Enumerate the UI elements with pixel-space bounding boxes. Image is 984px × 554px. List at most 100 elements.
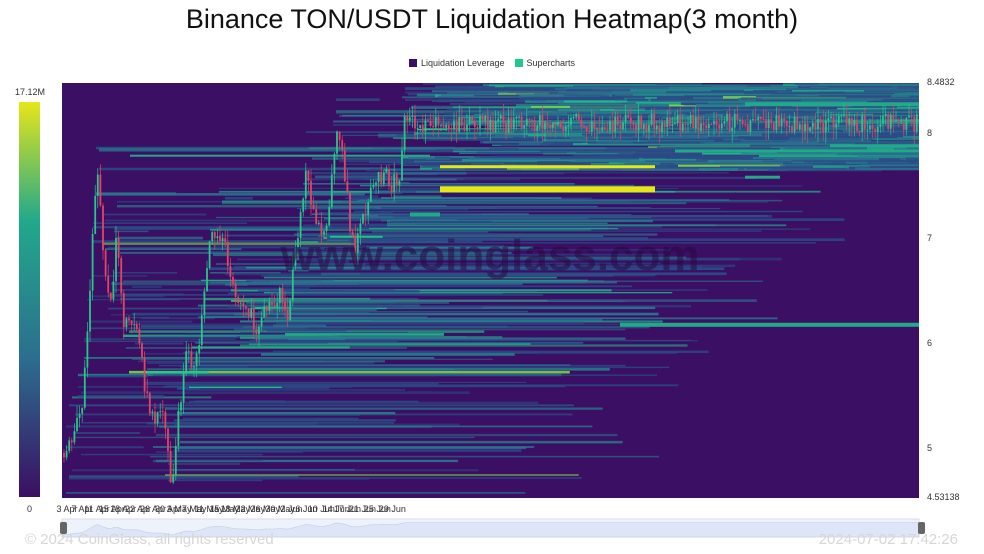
liquidation-band xyxy=(558,102,678,105)
liquidation-band xyxy=(357,250,461,252)
candle-up xyxy=(536,125,539,131)
x-tick-label: 26 Apr xyxy=(140,504,167,514)
liquidation-band xyxy=(483,141,544,144)
liquidation-band xyxy=(135,342,184,345)
candle-up xyxy=(73,431,76,443)
candle-down xyxy=(562,126,565,131)
liquidation-band xyxy=(387,224,787,227)
liquidation-band-high xyxy=(440,165,655,169)
x-tick-label: 15 Apr xyxy=(98,504,125,514)
candle-down xyxy=(265,306,268,311)
liquidation-band xyxy=(537,163,626,166)
liquidation-band xyxy=(846,161,868,164)
liquidation-band xyxy=(633,93,919,96)
candle-up xyxy=(676,115,679,123)
liquidation-band xyxy=(108,246,413,249)
candle-up xyxy=(250,308,253,318)
candle-down xyxy=(307,170,310,181)
candle-down xyxy=(541,115,544,130)
candle-up xyxy=(661,122,663,133)
chart-title: Binance TON/USDT Liquidation Heatmap(3 m… xyxy=(185,4,799,34)
candle-down xyxy=(653,113,656,130)
liquidation-band xyxy=(144,352,198,355)
legend-label-supercharts: Supercharts xyxy=(526,58,576,68)
liquidation-band xyxy=(489,84,786,87)
candle-up xyxy=(424,120,427,132)
candle-down xyxy=(822,122,825,133)
liquidation-band xyxy=(231,289,612,292)
candle-up xyxy=(590,121,593,133)
liquidation-band xyxy=(678,164,785,167)
liquidation-band xyxy=(99,149,397,152)
candle-down xyxy=(169,451,172,483)
liquidation-band xyxy=(723,138,745,141)
candle-down xyxy=(471,117,474,121)
liquidation-band xyxy=(801,84,919,87)
liquidation-band xyxy=(168,479,263,482)
liquidation-band xyxy=(69,475,299,478)
liquidation-band xyxy=(288,340,698,342)
candle-down xyxy=(421,125,424,132)
liquidation-band xyxy=(375,178,457,181)
navigator-left-handle[interactable] xyxy=(60,522,67,534)
liquidation-band xyxy=(321,226,662,228)
candle-down xyxy=(702,123,705,126)
candle-up xyxy=(356,233,359,253)
liquidation-band xyxy=(330,235,383,238)
liquidation-band xyxy=(852,153,919,156)
liquidation-band xyxy=(288,337,346,341)
candle-down xyxy=(746,124,749,132)
liquidation-band xyxy=(423,83,702,85)
liquidation-band xyxy=(99,148,437,150)
candle-down xyxy=(759,116,762,119)
candle-down xyxy=(390,185,393,193)
candle-down xyxy=(715,120,718,125)
footer-timestamp: 2024-07-02 17:42:26 xyxy=(818,531,958,548)
candle-down xyxy=(343,150,346,182)
liquidation-band xyxy=(885,108,919,111)
x-tick-label: 25 Jun xyxy=(363,504,391,514)
liquidation-band xyxy=(372,231,489,233)
candle-down xyxy=(598,128,601,131)
candle-up xyxy=(518,116,520,118)
liquidation-band xyxy=(246,301,450,304)
candle-down xyxy=(785,121,788,127)
candle-down xyxy=(346,181,349,193)
liquidation-band xyxy=(177,387,330,390)
candle-down xyxy=(897,119,900,124)
navigator-right-handle[interactable] xyxy=(918,522,925,534)
liquidation-band xyxy=(789,137,919,140)
liquidation-band xyxy=(270,290,420,293)
liquidation-band xyxy=(909,95,919,98)
candle-up xyxy=(609,121,611,131)
candle-up xyxy=(601,127,604,131)
candle-down xyxy=(234,283,237,297)
liquidation-band xyxy=(246,266,365,270)
candle-down xyxy=(603,127,606,130)
legend-item-liquidation-leverage[interactable]: Liquidation Leverage xyxy=(408,58,505,68)
liquidation-band xyxy=(156,459,458,463)
liquidation-band xyxy=(606,147,792,150)
liquidation-band xyxy=(174,449,522,452)
candle-up xyxy=(185,351,188,374)
candle-down xyxy=(141,343,143,358)
liquidation-band xyxy=(792,90,919,92)
liquidation-band xyxy=(321,280,604,282)
candle-down xyxy=(213,232,216,239)
candle-up xyxy=(497,118,500,122)
liquidation-band xyxy=(195,342,584,344)
liquidation-band xyxy=(234,312,659,316)
candle-down xyxy=(762,118,765,120)
candle-up xyxy=(866,129,869,131)
candle-down xyxy=(460,117,463,126)
liquidation-band xyxy=(891,84,919,87)
candle-up xyxy=(268,301,271,311)
liquidation-band-high xyxy=(675,149,919,153)
liquidation-band xyxy=(216,227,330,231)
liquidation-band xyxy=(120,293,184,296)
candle-up xyxy=(323,231,325,235)
candle-down xyxy=(63,453,65,458)
legend-item-supercharts[interactable]: Supercharts xyxy=(514,58,576,68)
liquidation-band xyxy=(117,236,203,240)
candle-down xyxy=(559,122,562,127)
